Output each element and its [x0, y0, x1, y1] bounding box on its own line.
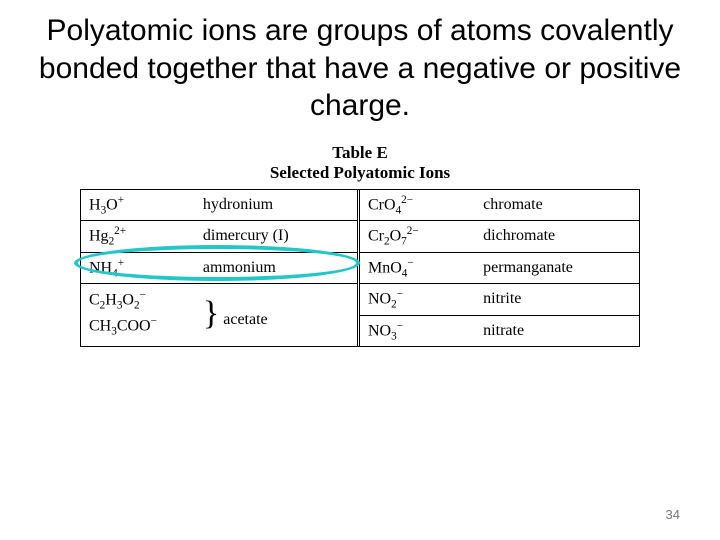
ion-name-cell: dichromate: [477, 223, 639, 249]
table-row: Hg22+ dimercury (I): [81, 221, 357, 253]
ion-formula: NO3−: [360, 316, 477, 347]
ion-name: dichromate: [483, 227, 555, 244]
polyatomic-ions-table: Table E Selected Polyatomic Ions H3O+ hyd…: [80, 143, 640, 348]
ion-formula: MnO4−: [360, 253, 477, 284]
ion-formula: CrO42−: [360, 190, 477, 221]
page-number: 34: [666, 507, 680, 522]
table-right-column: CrO42− chromate Cr2O72− dichromate MnO4− perm…: [360, 190, 639, 347]
ion-formula: NH4+: [81, 253, 197, 284]
ion-name-cell: chromate: [477, 192, 639, 218]
table-row: CrO42− chromate: [360, 190, 639, 222]
table-row: NH4+ ammonium: [81, 253, 357, 285]
ion-name-cell: nitrate: [477, 318, 639, 344]
ion-name: nitrate: [483, 322, 524, 339]
table-row: Cr2O72− dichromate: [360, 221, 639, 253]
table-label: Table E: [80, 143, 640, 163]
ion-formula: Hg22+: [81, 221, 197, 252]
page-heading: Polyatomic ions are groups of atoms cova…: [0, 0, 720, 125]
ion-name: nitrite: [483, 290, 521, 307]
ion-name: hydronium: [203, 196, 273, 213]
ion-name: permanganate: [483, 259, 573, 276]
table-row: C2H3O2−CH3COO−}acetate: [81, 284, 357, 344]
table-row: NO3− nitrate: [360, 316, 639, 347]
ion-formula: Cr2O72−: [360, 221, 477, 252]
brace-icon: }: [203, 295, 219, 332]
ion-name-cell: hydronium: [197, 192, 357, 218]
table-left-column: H3O+ hydronium Hg22+ dimercury (I) NH4+ ammon…: [81, 190, 360, 347]
table-row: MnO4− permanganate: [360, 253, 639, 285]
table-title: Selected Polyatomic Ions: [270, 163, 450, 182]
ion-name: acetate: [223, 311, 267, 328]
ion-name-cell: dimercury (I): [197, 223, 357, 249]
table-body: H3O+ hydronium Hg22+ dimercury (I) NH4+ ammon…: [80, 189, 640, 348]
ion-name-cell: }acetate: [197, 296, 357, 333]
ion-name: chromate: [483, 196, 543, 213]
ion-name: dimercury (I): [203, 227, 289, 244]
table-row: H3O+ hydronium: [81, 190, 357, 222]
ion-formula: H3O+: [81, 190, 197, 221]
ion-formula: C2H3O2−CH3COO−: [81, 284, 197, 344]
ion-name-cell: permanganate: [477, 255, 639, 281]
table-caption: Table E Selected Polyatomic Ions: [80, 143, 640, 183]
table-row: NO2− nitrite: [360, 284, 639, 316]
ion-name-cell: ammonium: [197, 255, 357, 281]
ion-formula: NO2−: [360, 284, 477, 315]
ion-name: ammonium: [203, 259, 276, 276]
ion-name-cell: nitrite: [477, 286, 639, 312]
